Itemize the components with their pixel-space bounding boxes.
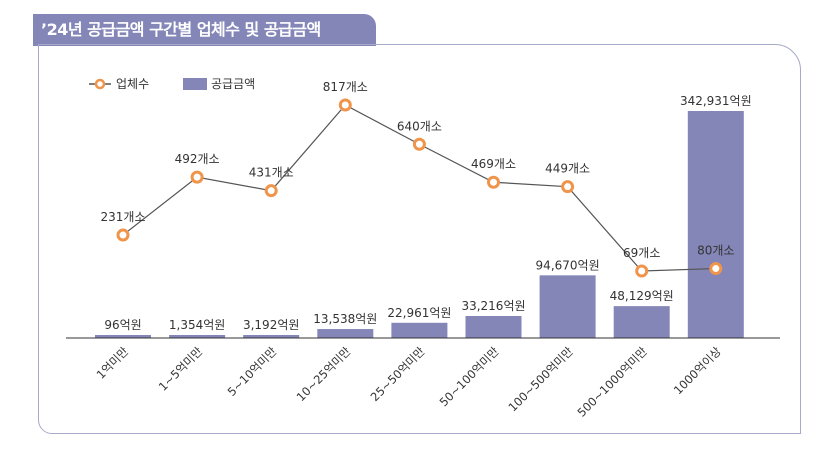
bar-value-label-3: 3,192억원 xyxy=(243,318,299,332)
bar-3 xyxy=(243,335,300,338)
bar-7 xyxy=(539,275,596,338)
bar-value-label-7: 94,670억원 xyxy=(536,258,600,272)
x-tick-label-2: 1~5억미만 xyxy=(156,344,206,394)
line-point-9 xyxy=(709,262,723,276)
line-point-3 xyxy=(264,184,278,198)
legend: 업체수 공급금액 xyxy=(89,77,255,91)
line-point-6 xyxy=(487,175,500,189)
x-tick-label-9: 1000억이상 xyxy=(671,344,724,397)
chart-title: ’24년 공급금액 구간별 업체수 및 공급금액 xyxy=(33,14,376,46)
bar-1 xyxy=(95,335,151,338)
line-value-label-5: 640개소 xyxy=(397,119,442,133)
x-tick-label-1: 1억미만 xyxy=(94,344,132,382)
x-tick-label-8: 500~1000억미만 xyxy=(574,344,650,420)
bar-6 xyxy=(465,316,522,338)
bar-value-label-8: 48,129억원 xyxy=(610,289,674,303)
line-value-label-7: 449개소 xyxy=(545,162,590,176)
line-value-label-6: 469개소 xyxy=(471,157,516,171)
line-point-2 xyxy=(190,170,204,184)
bar-2 xyxy=(169,335,226,338)
line-point-7 xyxy=(561,180,575,194)
line-value-label-3: 431개소 xyxy=(249,166,294,180)
bar-value-label-5: 22,961억원 xyxy=(387,306,451,320)
line-point-8 xyxy=(635,264,649,278)
line-point-5 xyxy=(412,137,426,151)
bar-value-label-9: 342,931억원 xyxy=(680,94,752,108)
bar-value-label-4: 13,538억원 xyxy=(313,312,377,326)
line-point-4 xyxy=(338,98,352,112)
bar-4 xyxy=(317,329,374,338)
legend-label-line: 업체수 xyxy=(116,77,149,91)
bar-value-label-2: 1,354억원 xyxy=(169,318,225,332)
line-value-label-2: 492개소 xyxy=(175,152,220,166)
legend-bar-swatch xyxy=(183,78,207,90)
x-tick-label-7: 100~500억미만 xyxy=(506,344,576,414)
x-tick-label-4: 10~25억미만 xyxy=(294,344,354,404)
x-tick-label-5: 25~50억미만 xyxy=(368,344,428,404)
chart-panel xyxy=(38,44,801,434)
x-tick-label-6: 50~100억미만 xyxy=(437,344,502,409)
bar-5 xyxy=(391,322,448,338)
legend-line-marker xyxy=(94,78,106,90)
line-value-label-8: 69개소 xyxy=(623,246,660,260)
legend-label-bar: 공급금액 xyxy=(211,77,255,91)
x-tick-label-3: 5~10억미만 xyxy=(225,344,280,399)
bar-8 xyxy=(613,306,670,338)
line-value-label-9: 80개소 xyxy=(697,244,734,258)
bar-value-label-1: 96억원 xyxy=(104,318,141,332)
line-value-label-4: 817개소 xyxy=(323,80,368,94)
line-point-1 xyxy=(116,228,130,242)
line-value-label-1: 231개소 xyxy=(101,210,146,224)
bar-value-label-6: 33,216억원 xyxy=(461,299,525,313)
bar-9 xyxy=(687,111,744,338)
